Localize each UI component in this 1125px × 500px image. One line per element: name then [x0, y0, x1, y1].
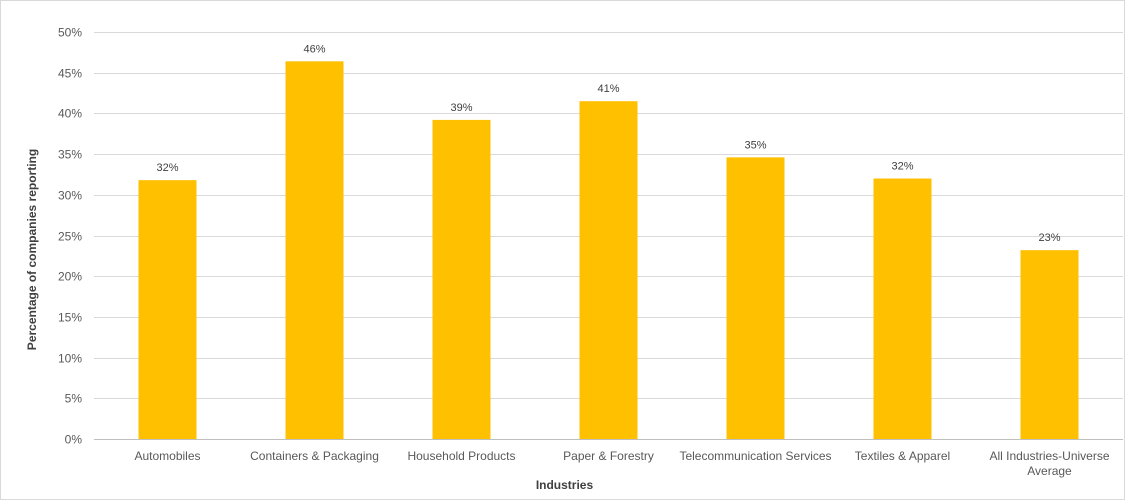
- bar: [432, 119, 491, 440]
- bar: [579, 101, 638, 439]
- bar: [873, 178, 932, 439]
- bars: [138, 61, 1079, 440]
- bar-data-label: 39%: [450, 102, 472, 114]
- bar-data-label: 46%: [303, 43, 325, 55]
- bar-data-label: 32%: [891, 161, 913, 173]
- bar: [1020, 250, 1079, 439]
- bar: [285, 61, 344, 439]
- x-axis-ticks: Automobiles Containers & Packaging Househo…: [134, 449, 1109, 478]
- x-tick-label: Telecommunication Services: [679, 449, 831, 463]
- y-tick-label: 40%: [58, 107, 82, 121]
- y-axis-ticks: 0% 5% 10% 15% 20% 25% 30% 35% 40% 45% 50%: [58, 26, 82, 447]
- bar: [726, 157, 785, 439]
- y-tick-label: 35%: [58, 148, 82, 162]
- x-tick-label: Household Products: [407, 449, 515, 463]
- bar-data-label: 41%: [597, 83, 619, 95]
- y-tick-label: 45%: [58, 67, 82, 81]
- y-tick-label: 25%: [58, 230, 82, 244]
- x-tick-label: Textiles & Apparel: [855, 449, 950, 463]
- x-tick-label: All Industries-Universe Average: [989, 449, 1109, 478]
- x-tick-label: Paper & Forestry: [563, 449, 654, 463]
- y-tick-label: 15%: [58, 311, 82, 325]
- x-tick-label: Containers & Packaging: [250, 449, 379, 463]
- y-tick-label: 0%: [65, 433, 83, 447]
- bar-data-label: 35%: [744, 139, 766, 151]
- x-axis-title: Industries: [536, 478, 594, 492]
- y-tick-label: 10%: [58, 352, 82, 366]
- bar-data-label: 32%: [156, 162, 178, 174]
- y-tick-label: 20%: [58, 270, 82, 284]
- y-tick-label: 50%: [58, 26, 82, 40]
- y-axis-title: Percentage of companies reporting: [25, 149, 39, 350]
- y-tick-label: 5%: [65, 392, 83, 406]
- x-tick-label: Automobiles: [134, 449, 200, 463]
- data-labels: 32% 46% 39% 41% 35% 32% 23%: [156, 43, 1060, 244]
- bar-data-label: 23%: [1038, 232, 1060, 244]
- y-tick-label: 30%: [58, 189, 82, 203]
- bar: [138, 180, 197, 439]
